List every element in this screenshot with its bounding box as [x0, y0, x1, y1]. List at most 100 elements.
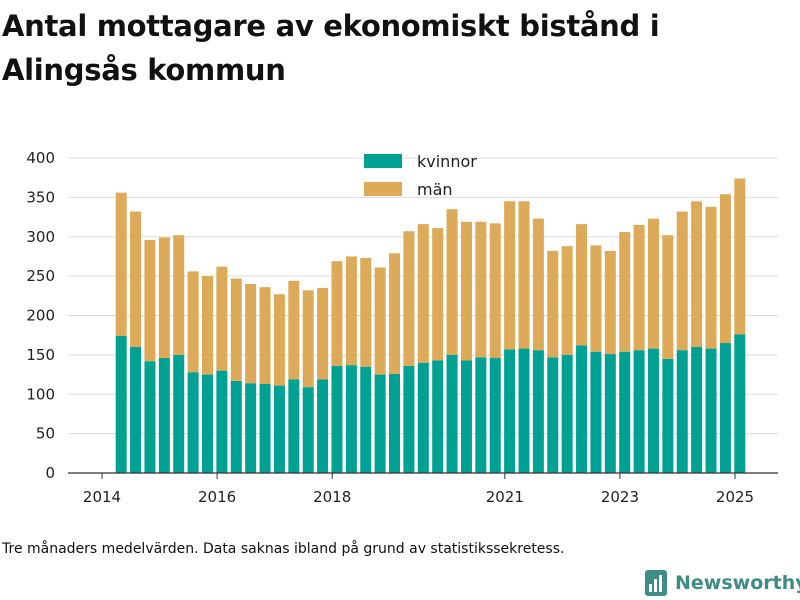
- bar-kvinnor: [216, 370, 228, 473]
- bar-kvinnor: [734, 334, 746, 473]
- bar-man: [403, 231, 415, 366]
- bar-man: [532, 218, 544, 351]
- chart-title: Antal mottagare av ekonomiskt bistånd i …: [2, 9, 660, 87]
- bar-man: [317, 287, 329, 380]
- y-tick-label: 200: [26, 307, 55, 325]
- bar-kvinnor: [489, 358, 501, 473]
- bar-kvinnor: [532, 350, 544, 473]
- bar-man: [475, 221, 487, 358]
- bar-man: [389, 253, 401, 374]
- bar-kvinnor: [417, 362, 429, 473]
- bar-man: [518, 201, 530, 349]
- x-tick-label: 2018: [313, 488, 351, 506]
- bar-kvinnor: [676, 350, 688, 473]
- bar-kvinnor: [130, 347, 142, 473]
- y-tick-label: 300: [26, 228, 55, 246]
- legend-swatch-kvinnor: [364, 154, 402, 168]
- bar-kvinnor: [460, 360, 472, 473]
- bar-kvinnor: [173, 354, 185, 473]
- bar-man: [590, 245, 602, 352]
- bar-kvinnor: [662, 358, 674, 473]
- bar-man: [576, 224, 588, 346]
- bar-man: [432, 228, 444, 361]
- bar-man: [662, 235, 674, 359]
- bar-kvinnor: [576, 345, 588, 473]
- legend-swatch-man: [364, 182, 402, 196]
- x-tick-label: 2014: [83, 488, 121, 506]
- y-tick-label: 250: [26, 267, 55, 285]
- y-tick-label: 150: [26, 346, 55, 364]
- bar-man: [173, 235, 185, 355]
- bar-kvinnor: [259, 384, 271, 473]
- bar-kvinnor: [647, 348, 659, 473]
- legend: kvinnor män: [364, 152, 477, 199]
- bar-kvinnor: [633, 350, 645, 473]
- bar-man: [705, 206, 717, 349]
- bar-man: [633, 224, 645, 351]
- legend-label-kvinnor: kvinnor: [417, 152, 477, 171]
- bar-kvinnor: [245, 383, 257, 473]
- bar-kvinnor: [317, 379, 329, 473]
- brand[interactable]: Newsworthy: [645, 568, 800, 598]
- bar-man: [130, 211, 142, 347]
- bar-kvinnor: [345, 365, 357, 473]
- bar-man: [230, 278, 242, 381]
- bar-kvinnor: [432, 360, 444, 473]
- legend-label-man: män: [417, 180, 453, 199]
- bar-man: [273, 294, 285, 386]
- bar-man: [144, 239, 156, 362]
- bar-kvinnor: [288, 379, 300, 473]
- bar-kvinnor: [446, 354, 458, 473]
- bar-man: [259, 287, 271, 385]
- bar-man: [202, 276, 213, 375]
- x-axis: 2014 2016 2018 2021 2023 2025: [68, 472, 778, 506]
- bar-kvinnor: [374, 374, 386, 473]
- bar-man: [604, 250, 616, 355]
- x-tick-label: 2016: [198, 488, 236, 506]
- bar-kvinnor: [230, 380, 242, 473]
- bar-kvinnor: [475, 357, 487, 473]
- bars: [115, 178, 746, 473]
- bar-man: [489, 223, 501, 359]
- bar-man: [158, 237, 170, 359]
- bar-kvinnor: [187, 372, 199, 473]
- bar-kvinnor: [518, 348, 530, 473]
- bar-kvinnor: [202, 374, 213, 473]
- bar-man: [547, 250, 559, 358]
- y-tick-label: 400: [26, 149, 55, 167]
- x-tick-label: 2025: [716, 488, 754, 506]
- bar-man: [288, 280, 300, 380]
- bar-man: [374, 267, 386, 375]
- bar-man: [115, 192, 127, 336]
- bar-man: [676, 211, 688, 351]
- bar-man: [417, 224, 429, 363]
- bar-kvinnor: [331, 365, 343, 473]
- newsworthy-logo-icon: [645, 570, 667, 596]
- bar-man: [302, 290, 314, 388]
- bar-man: [360, 258, 372, 367]
- bar-man: [331, 261, 343, 366]
- bar-kvinnor: [590, 351, 602, 473]
- bar-man: [460, 221, 472, 361]
- bar-man: [691, 201, 703, 347]
- bar-kvinnor: [158, 358, 170, 473]
- footnote: Tre månaders medelvärden. Data saknas ib…: [2, 541, 565, 557]
- y-tick-label: 50: [36, 425, 55, 443]
- y-axis-ticks: 0 50 100 150 200 250 300 350 400: [26, 149, 55, 482]
- bar-man: [187, 271, 199, 373]
- x-tick-label: 2023: [601, 488, 639, 506]
- bar-man: [245, 284, 257, 384]
- x-tick-label: 2021: [486, 488, 524, 506]
- bar-kvinnor: [705, 348, 717, 473]
- bar-kvinnor: [619, 351, 631, 473]
- bar-man: [345, 256, 357, 366]
- bar-kvinnor: [144, 361, 156, 473]
- bar-kvinnor: [561, 354, 573, 473]
- bar-kvinnor: [719, 343, 731, 473]
- bar-kvinnor: [360, 366, 372, 473]
- y-tick-label: 0: [45, 464, 55, 482]
- bar-kvinnor: [273, 385, 285, 473]
- bar-man: [719, 194, 731, 344]
- bar-kvinnor: [403, 365, 415, 473]
